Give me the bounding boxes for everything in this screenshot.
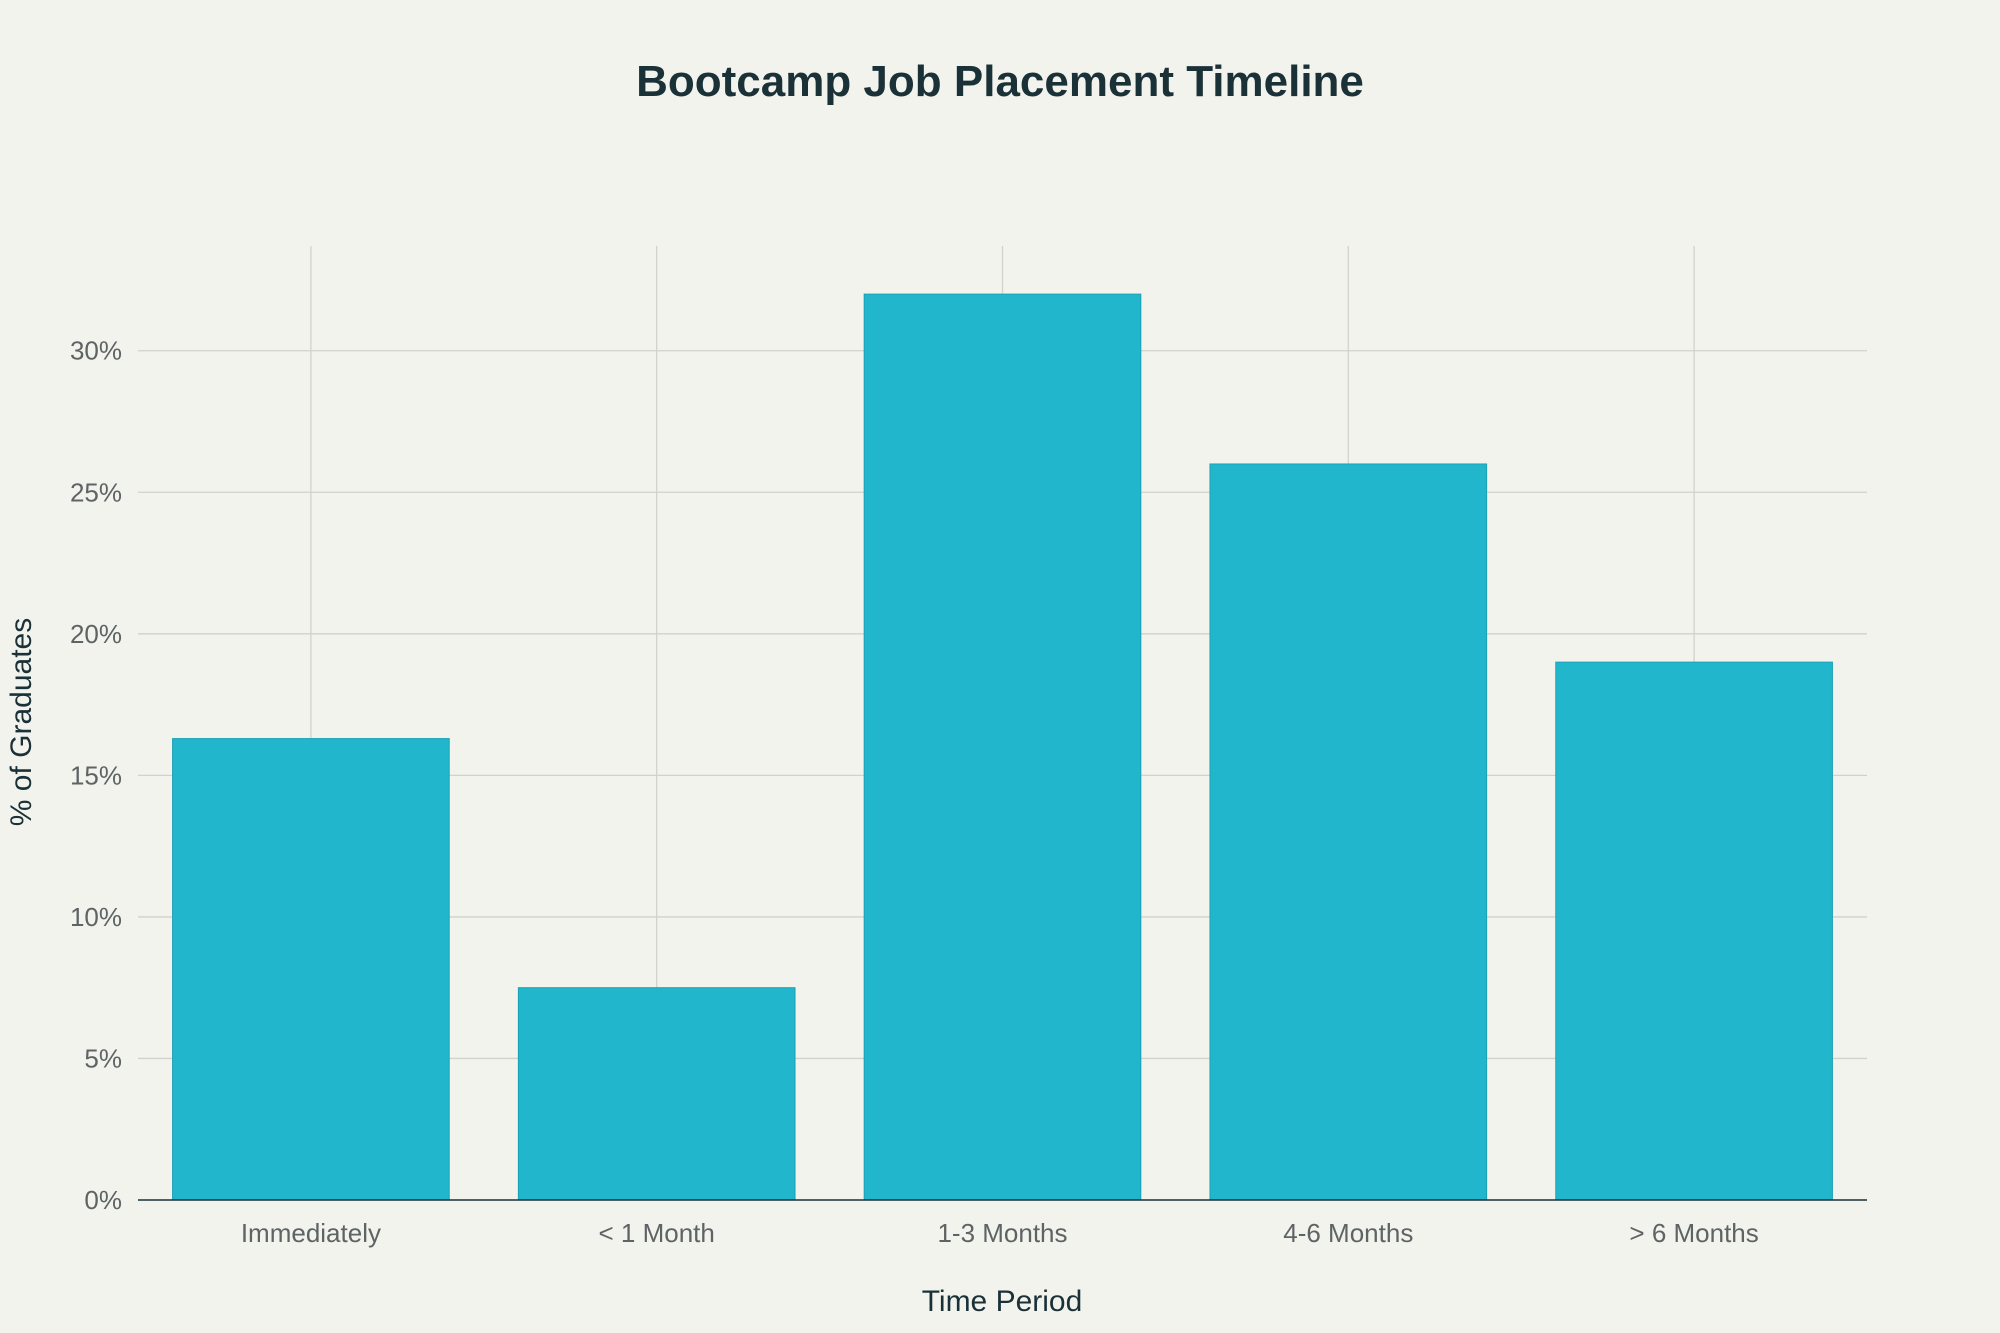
- x-axis-title: Time Period: [922, 1285, 1083, 1318]
- bar-1: [517, 987, 796, 1201]
- x-tick-label: > 6 Months: [1629, 1218, 1758, 1248]
- y-tick-label: 0%: [84, 1185, 122, 1215]
- x-tick-label: 1-3 Months: [937, 1218, 1067, 1248]
- y-tick-label: 15%: [70, 760, 122, 790]
- bars: [172, 293, 1833, 1201]
- y-tick-label: 20%: [70, 619, 122, 649]
- y-axis-title: % of Graduates: [5, 618, 38, 826]
- chart-title: Bootcamp Job Placement Timeline: [636, 57, 1364, 106]
- y-tick-label: 10%: [70, 902, 122, 932]
- y-tick-label: 5%: [84, 1043, 122, 1073]
- x-tick-label: 4-6 Months: [1283, 1218, 1413, 1248]
- y-tick-label: 30%: [70, 336, 122, 366]
- bar-2: [863, 293, 1142, 1201]
- bar-0: [172, 738, 450, 1201]
- x-tick-label: Immediately: [241, 1218, 381, 1248]
- bar-3: [1209, 463, 1488, 1201]
- x-tick-label: < 1 Month: [599, 1218, 715, 1248]
- bar-4: [1555, 661, 1833, 1201]
- tick-labels: 0% 5% 10% 15% 20% 25% 30% Immediately < 1 Month 1…: [70, 336, 1759, 1248]
- y-tick-label: 25%: [70, 477, 122, 507]
